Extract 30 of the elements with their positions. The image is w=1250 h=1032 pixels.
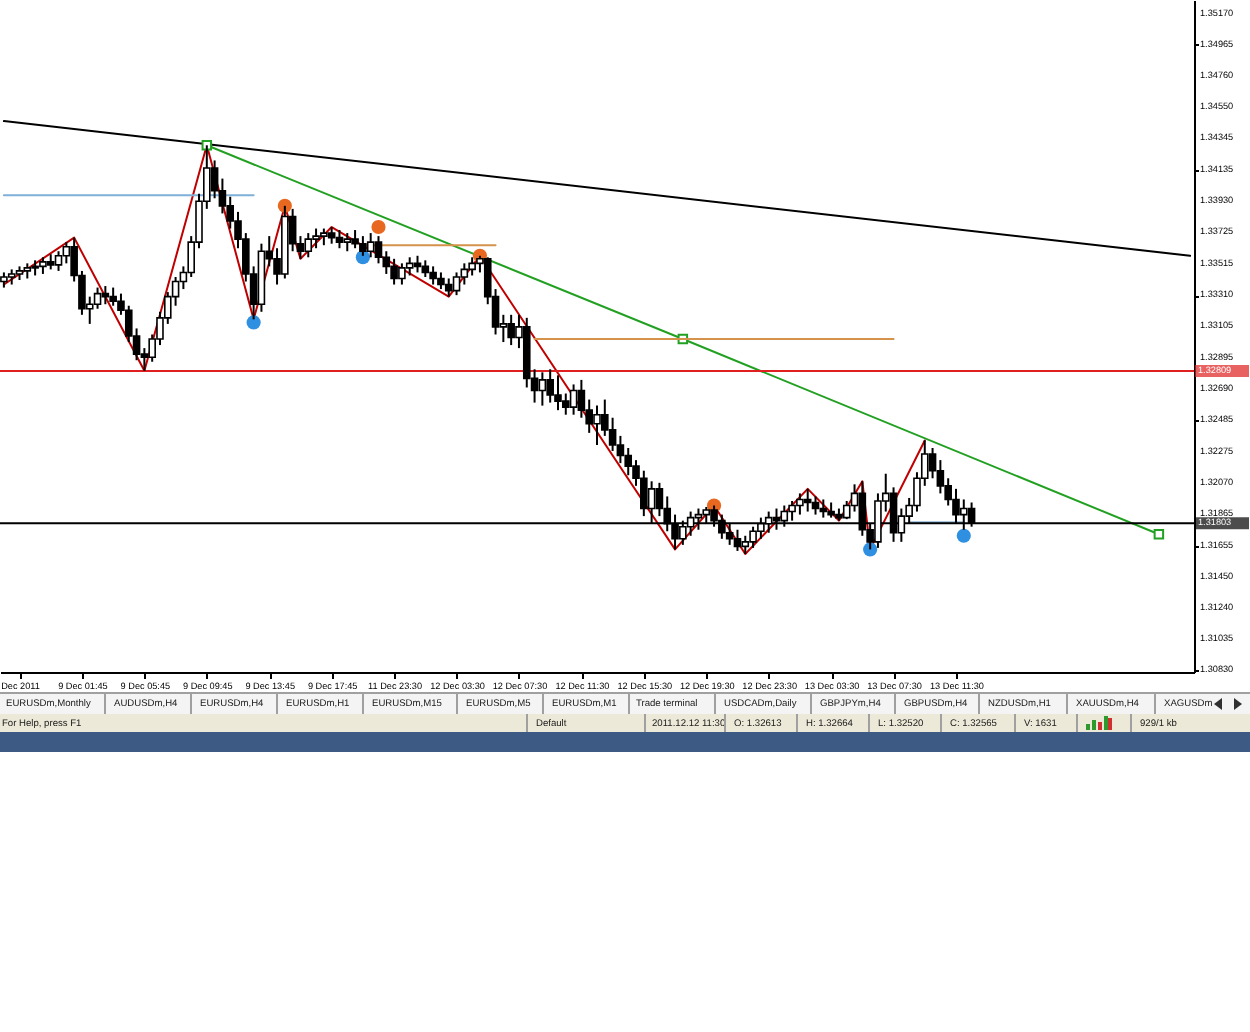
candlestick [398, 262, 406, 286]
candlestick [359, 235, 367, 257]
candlestick [569, 383, 578, 416]
candlestick [54, 250, 63, 272]
candlestick [405, 256, 414, 277]
candlestick [741, 534, 750, 555]
candlestick [351, 229, 359, 250]
candlestick [733, 528, 742, 552]
candlestick [304, 232, 313, 259]
candlestick [507, 313, 515, 347]
candlestick [468, 256, 476, 277]
point [956, 528, 971, 543]
candlestick [546, 368, 554, 404]
candlestick [593, 404, 601, 446]
candlestick [109, 286, 117, 307]
candlestick [796, 492, 804, 516]
candlestick [452, 271, 461, 297]
candlestick [803, 487, 812, 513]
candlestick [335, 229, 344, 250]
point [1153, 529, 1165, 540]
candlestick [429, 265, 437, 286]
point [371, 219, 386, 235]
candlestick [554, 374, 562, 412]
candlestick [312, 227, 320, 250]
candlestick [366, 232, 375, 259]
candlestick [343, 232, 352, 253]
candlestick [538, 371, 547, 407]
candlestick [390, 257, 398, 286]
candlestick [444, 277, 453, 298]
point [246, 315, 261, 330]
